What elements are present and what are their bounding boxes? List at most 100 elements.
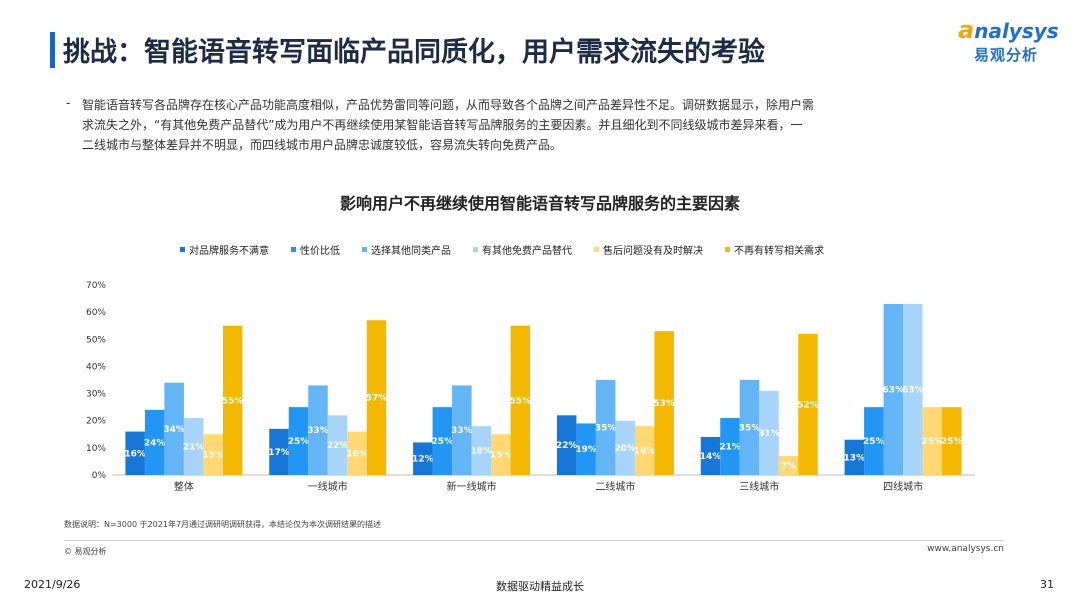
data-label: 25% [288,437,310,447]
bar [347,431,367,475]
legend-label: 有其他免费产品替代 [482,246,572,257]
data-label: 21% [719,443,741,453]
y-tick-label: 10% [86,444,106,454]
legend-label: 选择其他同类产品 [371,246,451,257]
data-label: 63% [902,386,924,396]
bar [942,407,962,475]
bar-chart: 0%10%20%30%40%50%60%70%16%24%34%21%15%55… [86,281,975,493]
data-label: 25% [922,437,944,447]
bar [491,434,511,475]
bar [164,382,184,475]
data-label: 18% [471,447,493,457]
legend-swatch [362,247,367,252]
intro-bullet: - [66,96,71,110]
legend-label: 对品牌服务不满意 [189,246,269,257]
data-label: 17% [268,448,290,458]
title-accent-bar [50,32,55,68]
x-tick-label: 三线城市 [739,480,779,493]
bar [269,428,289,475]
chart-title: 影响用户不再继续使用智能语音转写品牌服务的主要因素 [339,194,740,213]
bar [452,385,472,475]
data-label: 14% [700,452,722,462]
bar [144,409,165,475]
legend-swatch [291,247,296,252]
bar [510,325,531,475]
data-label: 20% [614,444,636,454]
bar [471,426,492,475]
y-tick-label: 0% [92,471,107,481]
bar [634,426,655,475]
bar [778,456,799,475]
data-label: 12% [412,455,434,465]
legend-label: 性价比低 [300,246,340,257]
bar [327,415,348,475]
legend-item: 售后问题没有及时解决 [594,242,703,257]
bar [922,407,943,475]
legend-swatch [473,247,478,252]
report-date: 2021/9/26 [24,578,81,591]
footer-divider [64,540,1004,541]
legend-item: 选择其他同类产品 [362,242,451,257]
bar [432,407,453,475]
bar [125,431,145,475]
logo-wordmark: analysys [958,16,1059,44]
intro-line: 求流失之外，“有其他免费产品替代”成为用户不再继续使用某智能语音转写品牌服务的主… [82,118,803,132]
x-tick-label: 二线城市 [595,480,635,493]
bar [798,333,818,475]
bar [615,420,635,475]
bar [700,437,721,475]
bar [864,407,884,475]
legend-swatch [180,247,185,252]
x-tick-label: 一线城市 [308,480,348,493]
copyright: © 易观分析 [64,547,107,556]
data-label: 53% [653,399,675,409]
data-label: 13% [844,453,866,463]
legend-swatch [594,247,599,252]
bar [556,415,577,475]
page-title: 挑战：智能语音转写面临产品同质化，用户需求流失的考验 [63,37,765,68]
legend-label: 不再有转写相关需求 [734,246,824,257]
y-tick-label: 60% [86,308,106,318]
bar [595,380,616,475]
data-label: 34% [163,425,185,435]
data-label: 22% [327,441,349,451]
data-label: 16% [346,449,368,459]
data-label: 63% [883,386,905,396]
data-label: 19% [575,445,597,455]
x-tick-label: 整体 [174,480,194,493]
bar [759,390,779,475]
y-tick-label: 70% [86,281,106,291]
intro-paragraph: 智能语音转写各品牌存在核心产品功能高度相似，产品优势雷同等问题，从而导致各个品牌… [82,95,982,155]
data-label: 57% [366,394,388,404]
bar [222,325,243,475]
y-tick-label: 50% [86,335,106,345]
bar [413,442,433,475]
bar [203,434,223,475]
data-label: 31% [758,429,780,439]
data-label: 55% [510,396,532,406]
bar [739,380,760,475]
page-number: 31 [1040,578,1054,591]
data-label: 15% [490,451,512,461]
data-label: 21% [183,443,205,453]
data-label: 33% [451,426,473,436]
slogan: 数据驱动精益成长 [496,580,584,593]
data-label: 35% [739,424,761,434]
legend-item: 对品牌服务不满意 [180,242,269,257]
data-label: 18% [634,447,656,457]
intro-line: 智能语音转写各品牌存在核心产品功能高度相似，产品优势雷同等问题，从而导致各个品牌… [82,98,815,112]
website-link[interactable]: www.analysys.cn [927,544,1004,554]
bar [308,385,328,475]
logo-chinese-name: 易观分析 [974,46,1039,64]
bar [720,418,740,475]
data-label: 16% [124,449,146,459]
data-note: 数据说明：N=3000 于2021年7月通过调研明调研获得，本结论仅为本次调研结… [64,520,382,529]
intro-line: 二线城市与整体差异并不明显，而四线城市用户品牌忠诚度较低，容易流失转向免费产品。 [82,138,563,152]
legend-item: 有其他免费产品替代 [473,242,572,257]
x-tick-label: 四线城市 [883,480,923,493]
y-tick-label: 40% [86,362,106,372]
data-label: 15% [202,451,224,461]
y-tick-label: 20% [86,417,106,427]
data-label: 22% [556,441,578,451]
chart-legend: 对品牌服务不满意 性价比低 选择其他同类产品 有其他免费产品替代 售后问题没有及时解决 不… [180,242,846,257]
